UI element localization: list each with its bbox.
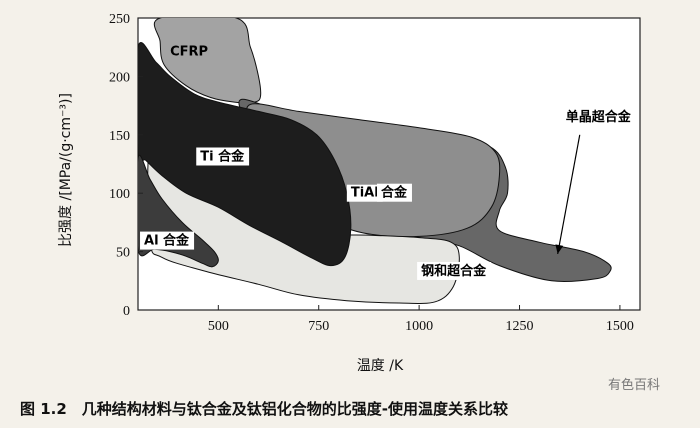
x-tick-label: 1000 — [405, 319, 433, 334]
y-tick-label: 150 — [109, 129, 130, 144]
x-tick-label: 1500 — [606, 319, 634, 334]
region-label-box — [376, 183, 412, 202]
region-label-text: 钢和超合金 — [421, 263, 487, 279]
y-tick-label: 0 — [123, 304, 130, 319]
region-label-box — [417, 261, 492, 280]
region-label-text: 单晶超合金 — [566, 109, 632, 125]
y-tick-label: 50 — [116, 246, 130, 261]
x-axis-ticks: 500 750 1000 1250 1500 — [208, 305, 634, 334]
x-tick-label: 750 — [308, 319, 329, 334]
watermark-text: 有色百科 — [608, 377, 660, 393]
figure-caption: 图 1.2 几种结构材料与钛合金及钛铝化合物的比强度-使用温度关系比较 — [20, 400, 508, 418]
region-label-text: Al 合金 — [144, 233, 190, 249]
y-tick-label: 250 — [109, 12, 130, 27]
region-label-box — [562, 107, 635, 126]
region-label-钢和超合金: 钢和超合金 — [417, 261, 492, 280]
region-label-TiAl: TiAl — [346, 184, 383, 202]
region-label-box — [140, 231, 195, 250]
region-label-text: CFRP — [170, 44, 208, 59]
plot-area: 500 750 1000 1250 1500 0 50 100 150 200 250 CFRP T… — [109, 12, 641, 334]
region-label-text: 合金 — [381, 185, 408, 201]
y-axis-title: 比强度 /[MPa/(g·cm⁻³)] — [58, 93, 74, 247]
y-axis-ticks: 0 50 100 150 200 250 — [109, 12, 143, 319]
region-label-Ti-合金: Ti 合金 — [196, 147, 250, 166]
region-label-text: TiAl — [351, 186, 379, 201]
region-label-单晶超合金: 单晶超合金 — [562, 107, 635, 126]
region-label-text: Ti 合金 — [200, 148, 245, 164]
y-tick-label: 100 — [109, 187, 130, 202]
region-label-CFRP: CFRP — [170, 44, 208, 59]
x-axis-title: 温度 /K — [357, 358, 404, 374]
region-label-box — [196, 147, 250, 166]
region-label-box — [346, 184, 383, 202]
single-crystal-pointer-arrowhead — [555, 244, 564, 254]
region-label-Al-合金: Al 合金 — [140, 231, 195, 250]
y-tick-label: 200 — [109, 70, 130, 85]
x-tick-label: 500 — [208, 319, 229, 334]
region-label-合金: 合金 — [376, 183, 412, 202]
single-crystal-pointer-line — [557, 134, 581, 255]
x-tick-label: 1250 — [506, 319, 534, 334]
